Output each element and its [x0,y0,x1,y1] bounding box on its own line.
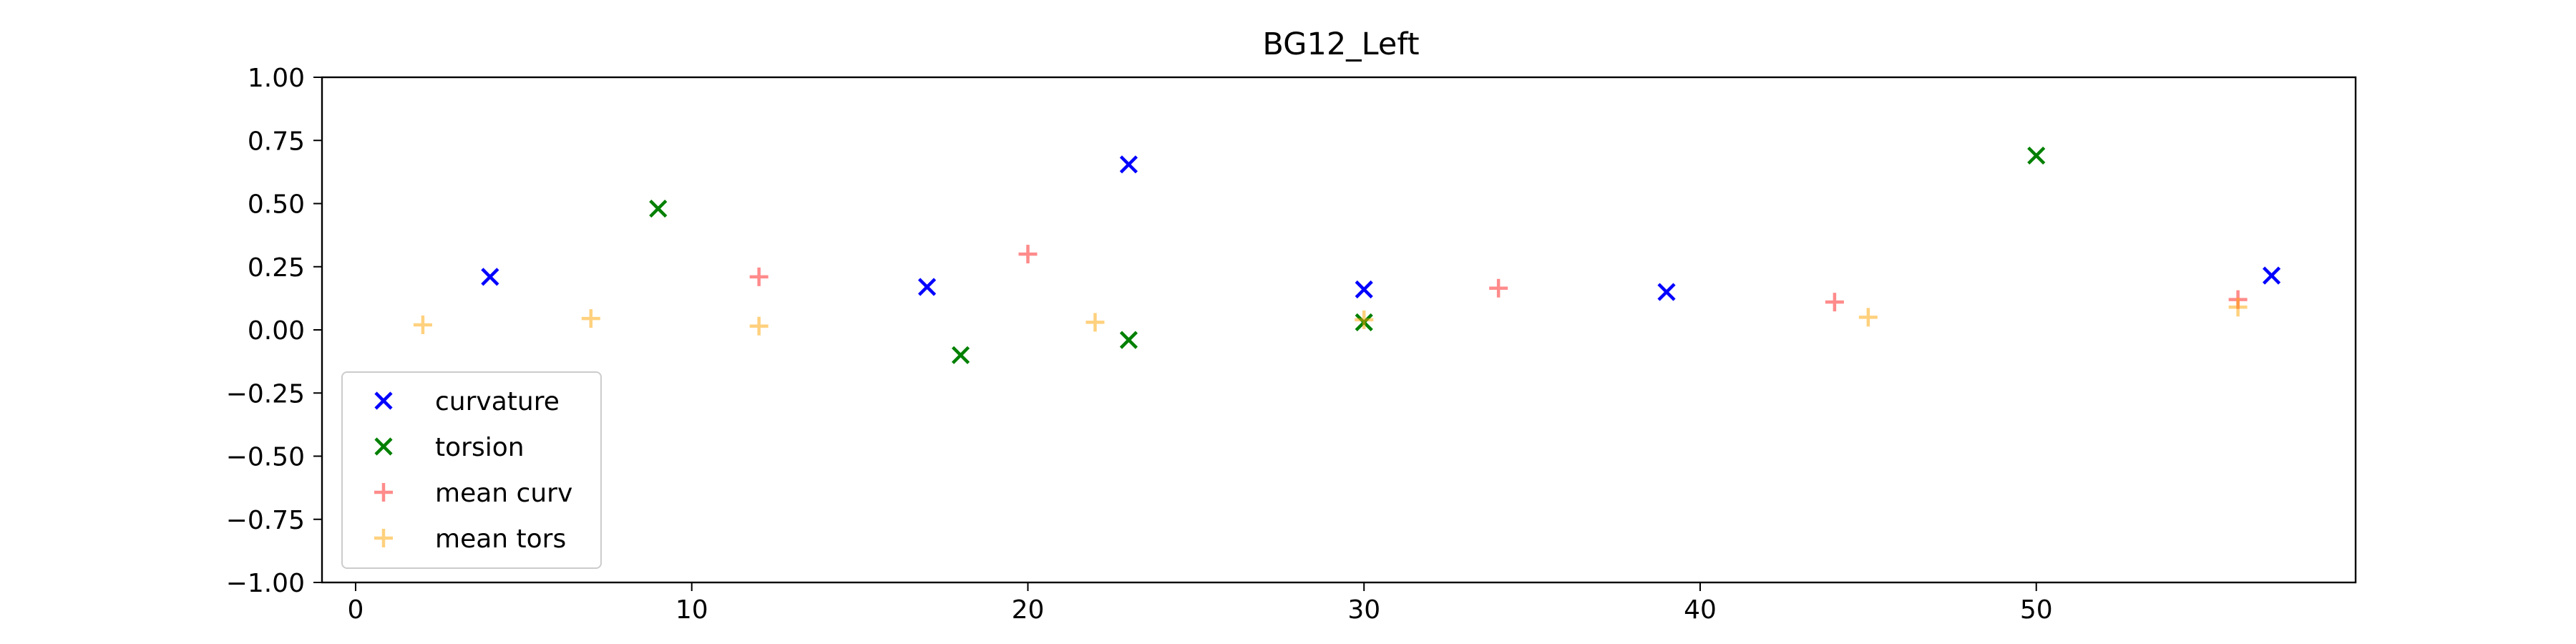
data-point [581,309,600,328]
legend-label: mean tors [435,525,566,554]
x-tick-label: 0 [348,595,364,625]
data-point [749,316,769,336]
y-tick-label: −0.75 [226,506,305,535]
y-axis: 1.00 0.75 0.50 0.25 0.00 −0.25 −0.50 −0.75 −1.00 [226,64,322,598]
chart-title: BG12_Left [1262,26,1419,62]
data-point [2262,266,2281,285]
legend-label: torsion [435,433,525,462]
legend-marker [374,483,393,502]
legend-entry: mean tors [374,525,566,554]
data-point [481,268,499,286]
data-point [2027,146,2046,165]
series-mean-tors [413,298,2248,336]
y-tick-label: 0.00 [248,316,305,346]
data-point [1018,245,1038,264]
legend-marker [374,529,393,547]
legend-entry: torsion [374,433,525,462]
legend-marker [374,391,393,410]
legend: curvature torsion mean curv mean tors [341,371,602,569]
data-point [1355,280,1373,299]
x-axis: 0 10 20 30 40 50 [348,582,2053,625]
data-point [1489,278,1508,298]
data-point [2228,298,2248,317]
data-point [917,278,937,296]
data-point [1858,308,1878,327]
x-tick-label: 20 [1012,595,1045,625]
y-tick-label: 0.75 [248,127,305,156]
data-point [951,346,970,364]
series-curvature [481,155,2281,301]
data-point [1657,283,1676,301]
data-point [1119,331,1138,349]
y-tick-label: −0.50 [226,443,305,472]
x-tick-label: 10 [675,595,708,625]
data-point [749,267,769,286]
x-tick-label: 50 [2020,595,2053,625]
x-tick-label: 30 [1347,595,1380,625]
y-tick-label: 1.00 [248,64,305,93]
y-tick-label: −1.00 [226,569,305,598]
data-point [413,315,432,334]
x-tick-label: 40 [1684,595,1717,625]
data-point [1825,293,1844,312]
legend-label: mean curv [435,479,572,508]
legend-box [341,371,602,569]
legend-entry: curvature [374,387,560,416]
data-points [413,146,2281,364]
y-tick-label: 0.25 [248,253,305,283]
legend-marker [374,437,393,456]
data-point [1119,155,1138,174]
data-point [1085,313,1105,332]
legend-label: curvature [435,387,560,416]
y-tick-label: 0.50 [248,190,305,220]
data-point [649,199,668,218]
y-tick-label: −0.25 [226,379,305,409]
data-point [1355,310,1374,329]
legend-entry: mean curv [374,479,572,508]
